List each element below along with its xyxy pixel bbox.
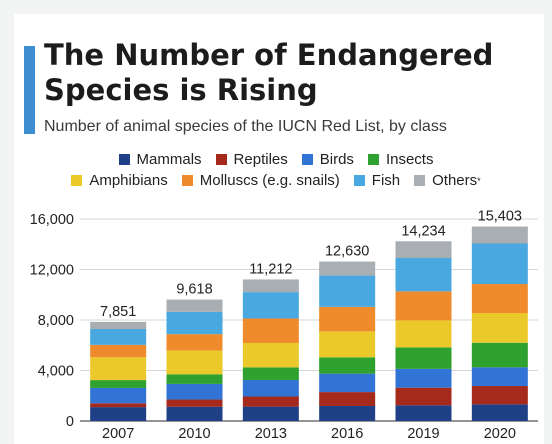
legend-swatch [181, 175, 193, 186]
legend-label: Insects [385, 151, 434, 168]
bar-segment-molluscs [166, 334, 223, 351]
x-tick-label: 2013 [255, 426, 287, 442]
legend-swatch [367, 154, 379, 165]
y-tick-label: 12,000 [30, 263, 74, 279]
bar-segment-fish [166, 311, 223, 335]
bar-segment-reptiles [166, 399, 223, 407]
bar-segment-mammals [319, 405, 376, 421]
legend-label: Molluscs (e.g. snails) [199, 172, 340, 189]
bar-segment-reptiles [471, 386, 528, 405]
y-tick-label: 16,000 [30, 212, 74, 228]
bar-segment-insects [90, 380, 147, 388]
legend-swatch [414, 175, 426, 186]
bar-segment-molluscs [471, 284, 528, 314]
bar-segment-reptiles [242, 396, 299, 407]
bar-segment-amphibians [319, 331, 376, 358]
bar-segment-mammals [471, 404, 528, 421]
legend-item-insects: Insects [367, 151, 434, 168]
legend-item-fish: Fish [353, 172, 401, 189]
bar-segment-amphibians [242, 342, 299, 368]
bar-segment-fish [242, 292, 299, 319]
bar-segment-amphibians [395, 320, 452, 348]
bar-segment-mammals [395, 405, 452, 421]
bar-segment-insects [395, 347, 452, 369]
bar-segment-others [166, 299, 223, 312]
bar-segment-mammals [242, 406, 299, 421]
bar-total-label: 15,403 [478, 209, 522, 225]
bar-segment-molluscs [90, 344, 147, 358]
chart-title: The Number of Endangered Species is Risi… [44, 38, 494, 107]
bar-segment-molluscs [395, 291, 452, 321]
bar-total-label: 11,212 [249, 261, 292, 277]
y-tick-label: 0 [66, 414, 74, 430]
legend-row-2: Amphibians Molluscs (e.g. snails) Fish O… [0, 172, 552, 189]
bar-segment-amphibians [166, 350, 223, 375]
legend-label: Others [432, 172, 478, 189]
legend-item-mammals: Mammals [118, 151, 202, 168]
bar-segment-insects [319, 357, 376, 374]
x-tick-label: 2010 [178, 426, 210, 442]
title-accent-bar [24, 46, 35, 134]
bar-segment-fish [395, 258, 452, 292]
legend-item-reptiles: Reptiles [215, 151, 288, 168]
bar-segment-reptiles [90, 403, 147, 408]
footnote-mark: * [477, 175, 481, 186]
bar-segment-others [395, 241, 452, 259]
x-tick-label: 2020 [484, 426, 516, 442]
bar-total-label: 14,234 [401, 223, 445, 239]
legend-item-amphibians: Amphibians [71, 172, 168, 189]
bar-segment-molluscs [319, 306, 376, 332]
legend-label: Fish [371, 172, 401, 189]
bar-total-label: 7,851 [100, 304, 136, 320]
bar-segment-others [242, 279, 299, 293]
bar-segment-insects [242, 367, 299, 380]
bar-segment-mammals [90, 407, 147, 421]
chart-subtitle: Number of animal species of the IUCN Red… [44, 118, 447, 135]
legend-item-birds: Birds [301, 151, 354, 168]
legend-label: Birds [319, 151, 354, 168]
bar-segment-others [471, 226, 528, 244]
x-tick-label: 2016 [331, 426, 363, 442]
bar-total-label: 12,630 [325, 244, 369, 260]
bar-segment-amphibians [90, 357, 147, 381]
bar-segment-birds [90, 387, 147, 404]
legend-swatch [301, 154, 313, 165]
bar-segment-reptiles [319, 392, 376, 406]
bar-segment-birds [319, 373, 376, 393]
bar-segment-others [319, 261, 376, 276]
y-tick-label: 4,000 [38, 364, 74, 380]
bar-segment-birds [471, 367, 528, 387]
bar-segment-mammals [166, 406, 223, 421]
bar-segment-molluscs [242, 318, 299, 343]
bar-segment-birds [242, 379, 299, 397]
bar-segment-amphibians [471, 313, 528, 343]
bar-segment-others [90, 321, 147, 329]
bar-segment-birds [395, 368, 452, 388]
legend-swatch [353, 175, 365, 186]
x-tick-label: 2019 [407, 426, 439, 442]
legend-item-molluscs: Molluscs (e.g. snails) [181, 172, 340, 189]
legend-item-others: Others * [414, 172, 481, 189]
bar-total-label: 9,618 [176, 282, 212, 298]
bar-segment-insects [166, 374, 223, 384]
bar-segment-insects [471, 342, 528, 368]
bar-segment-fish [319, 275, 376, 307]
bar-segment-fish [90, 328, 147, 345]
legend-swatch [215, 154, 227, 165]
bar-segment-birds [166, 383, 223, 400]
legend-label: Reptiles [233, 151, 288, 168]
legend-swatch [71, 175, 83, 186]
bar-segment-fish [471, 243, 528, 285]
legend-label: Amphibians [89, 172, 168, 189]
legend-label: Mammals [136, 151, 202, 168]
legend-row-1: Mammals Reptiles Birds Insects [0, 151, 552, 168]
legend-swatch [118, 154, 130, 165]
x-tick-label: 2007 [102, 426, 134, 442]
bar-segment-reptiles [395, 387, 452, 406]
y-tick-label: 8,000 [38, 313, 74, 329]
